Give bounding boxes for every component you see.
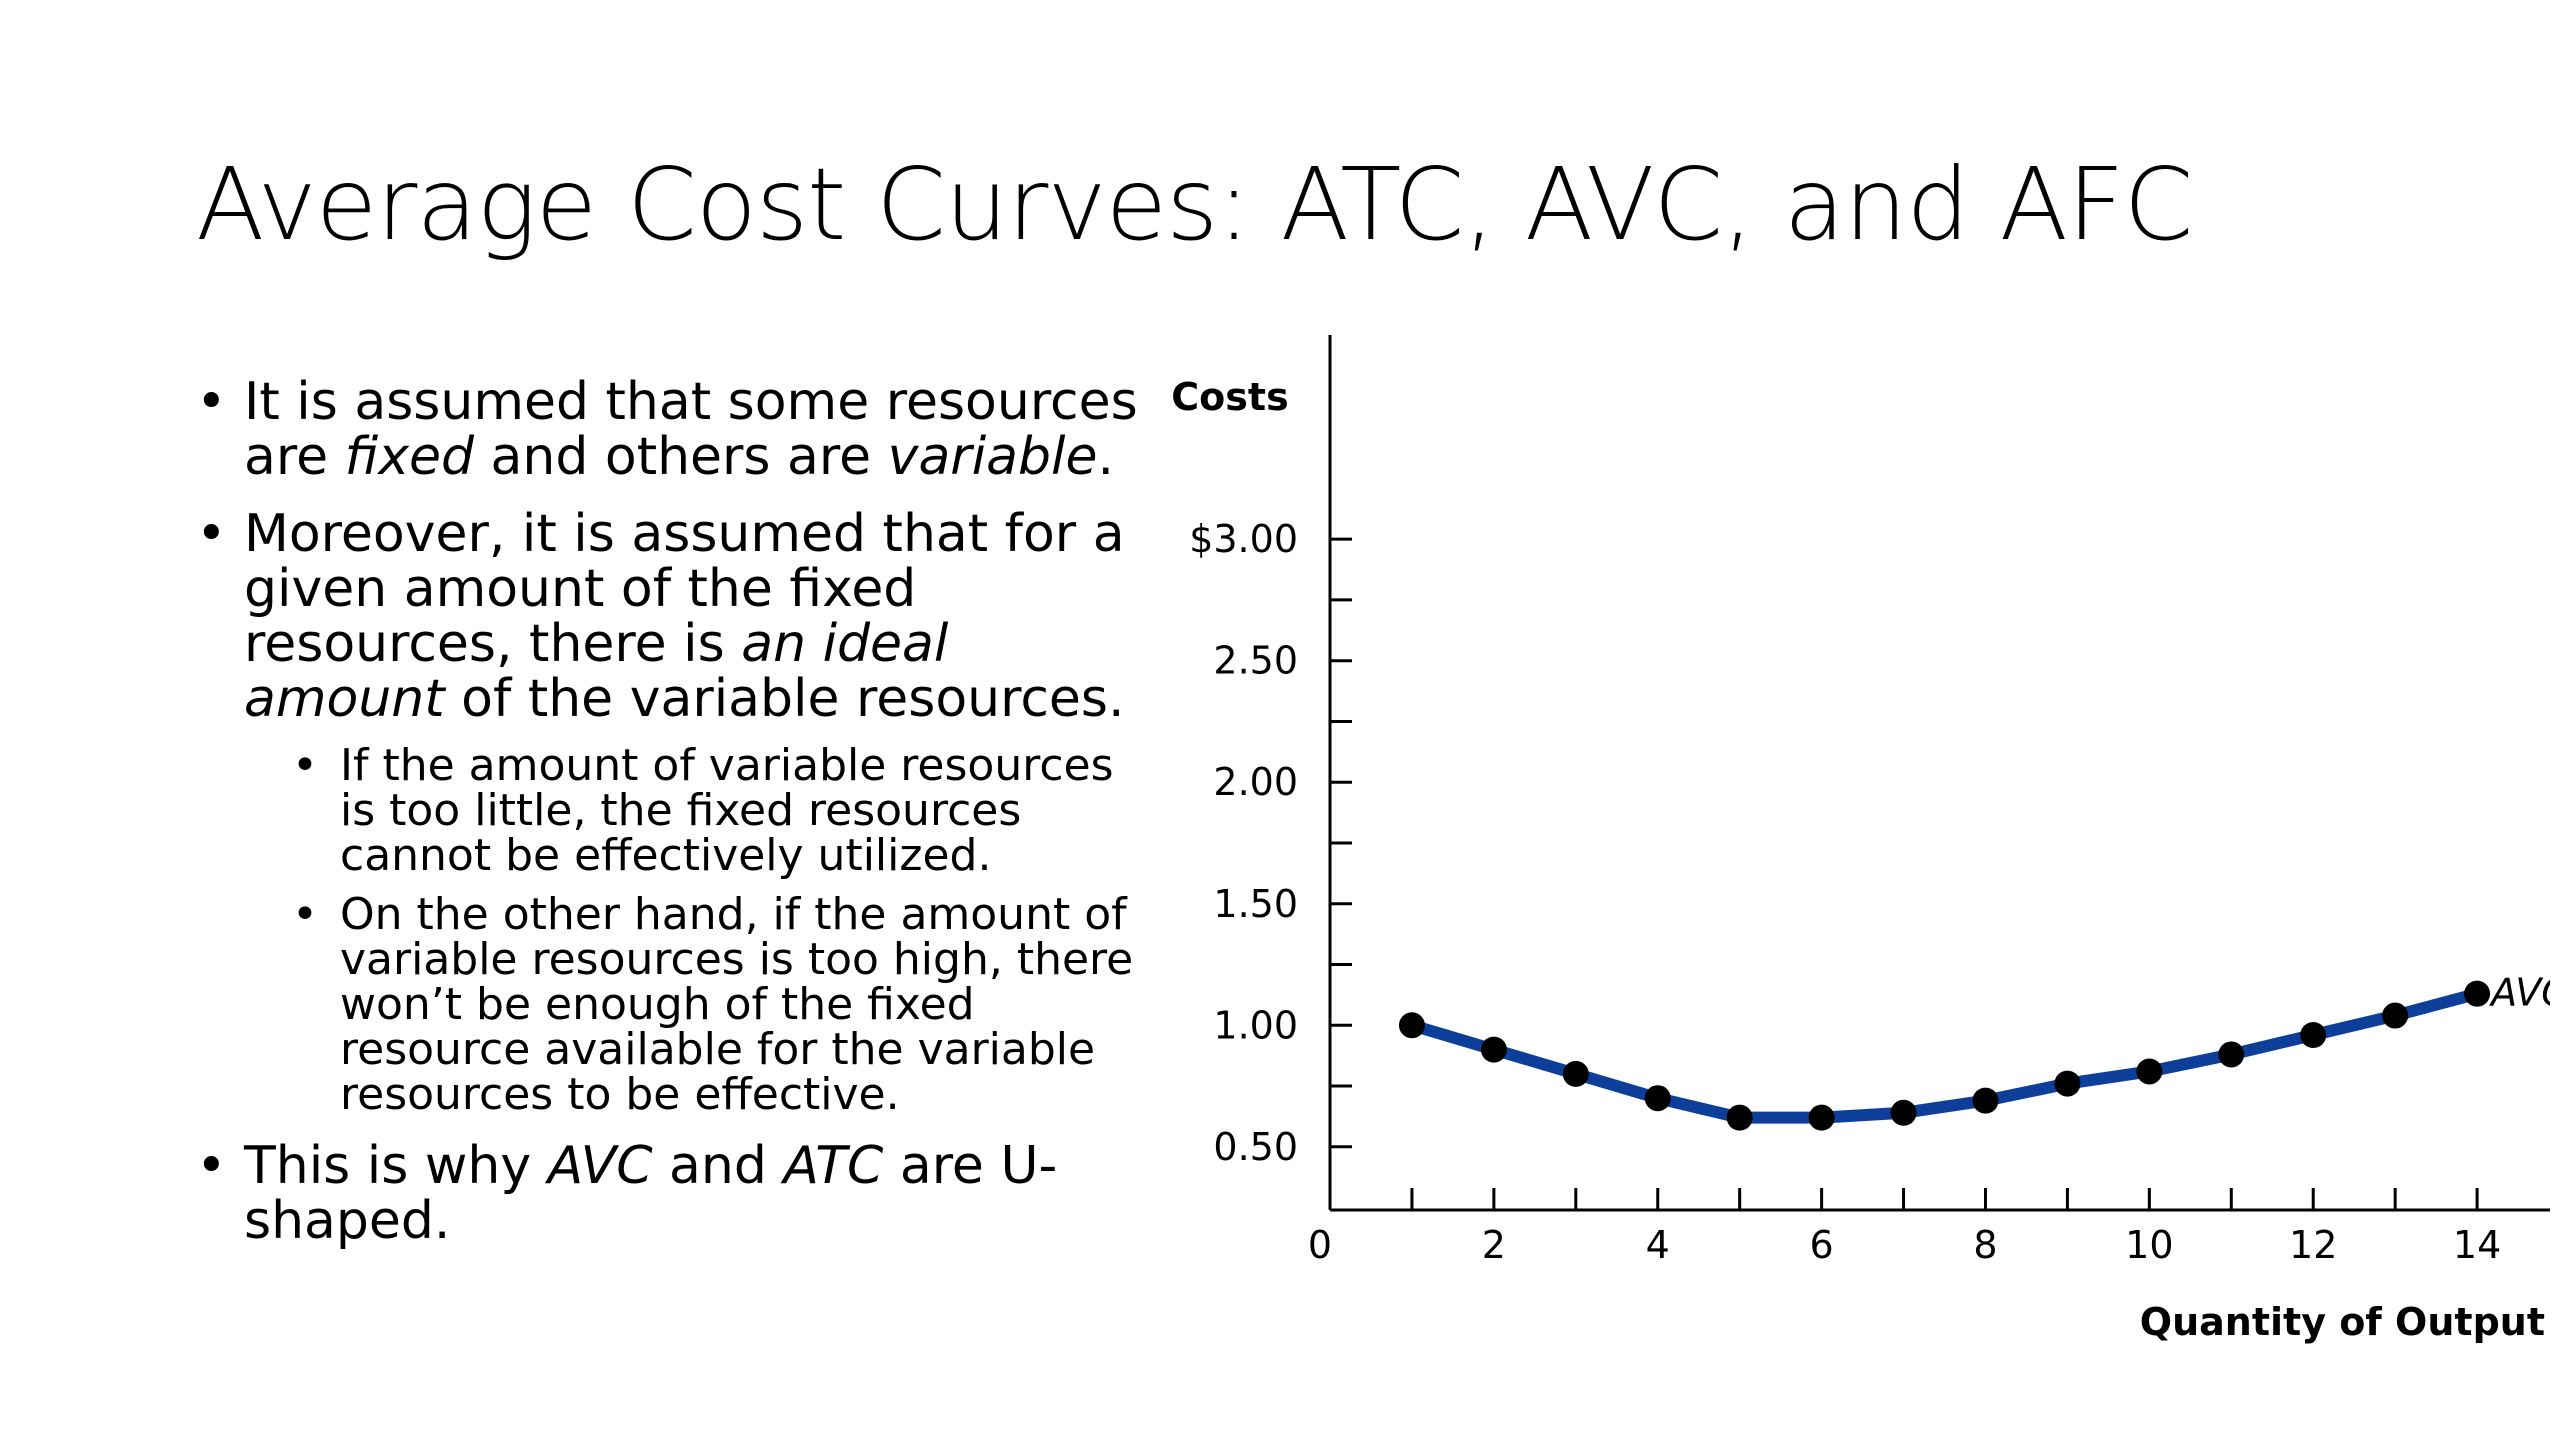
chart-ticks (1330, 537, 2479, 1210)
y-tick-label: 2.50 (1213, 639, 1298, 683)
avc-data-point (2218, 1041, 2245, 1068)
bullet-text: This is why (244, 1136, 548, 1196)
y-tick-label: $3.00 (1189, 517, 1298, 561)
avc-data-point (1562, 1060, 1589, 1087)
avc-data-point (1726, 1104, 1753, 1131)
avc-chart: Costs Quantity of Output 0.50 1.00 1.50 2.0… (1171, 335, 2550, 1344)
emphasis-avc: AVC (547, 1136, 653, 1196)
emphasis-atc: ATC (783, 1136, 884, 1196)
y-axis-title: Costs (1171, 375, 1288, 419)
x-axis-title: Quantity of Output (2140, 1300, 2545, 1344)
bullet-text: and others are (474, 427, 888, 487)
bullet-ideal-amount: Moreover, it is assumed that for a given… (196, 504, 1156, 1118)
bullet-text: are U-shaped. (244, 1136, 1058, 1251)
avc-data-point (2382, 1002, 2409, 1029)
y-tick-label: 0.50 (1213, 1125, 1298, 1169)
avc-series-label: AVC (2488, 971, 2550, 1015)
bullet-text: of the variable resources. (444, 669, 1125, 729)
x-tick-label: 8 (1973, 1223, 1997, 1267)
y-tick-label: 1.50 (1213, 882, 1298, 926)
x-tick-label: 0 (1308, 1223, 1332, 1267)
sub-bullet-too-high: On the other hand, if the amount of vari… (292, 892, 1156, 1117)
y-tick-label: 1.00 (1213, 1003, 1298, 1047)
x-tick-label: 14 (2453, 1223, 2501, 1267)
bullet-text: Moreover, it is assumed that for a given… (244, 504, 1125, 674)
emphasis-fixed: fixed (344, 427, 474, 487)
avc-data-point (1480, 1036, 1507, 1063)
avc-curve-line (1405, 987, 2484, 1124)
sub-bullet-list: If the amount of variable resources is t… (244, 743, 1156, 1117)
x-tick-label: 6 (1810, 1223, 1834, 1267)
emphasis-ideal-amount: an ideal amount (244, 614, 949, 729)
x-tick-label: 10 (2125, 1223, 2173, 1267)
avc-data-point (2300, 1022, 2327, 1048)
avc-data-point (1808, 1104, 1835, 1131)
bullet-text: . (1097, 427, 1114, 487)
slide-title: Average Cost Curves: ATC, AVC, and AFC (196, 146, 2193, 263)
avc-data-point (1890, 1099, 1917, 1126)
y-tick-label: 2.00 (1213, 760, 1298, 804)
chart-tick-labels: 0.50 1.00 1.50 2.00 2.50 $3.00 0 2 4 6 8 10 12 14 (1189, 517, 2501, 1267)
x-tick-label: 12 (2289, 1223, 2337, 1267)
chart-axes (1328, 335, 2550, 1212)
x-tick-label: 4 (1646, 1223, 1670, 1267)
bullet-list: It is assumed that some resources are fi… (196, 375, 1156, 1271)
avc-data-point (1398, 1012, 1425, 1039)
chart-series: AVC (1398, 971, 2550, 1131)
x-tick-label: 2 (1482, 1223, 1506, 1267)
bullet-u-shaped: This is why AVC and ATC are U-shaped. (196, 1139, 1156, 1249)
avc-data-point (1644, 1085, 1671, 1112)
bullet-fixed-variable: It is assumed that some resources are fi… (196, 375, 1156, 485)
avc-data-point (2136, 1058, 2163, 1085)
avc-data-point (1972, 1087, 1999, 1114)
sub-bullet-too-little: If the amount of variable resources is t… (292, 743, 1156, 878)
emphasis-variable: variable (887, 427, 1098, 487)
avc-data-point (2464, 980, 2491, 1007)
bullet-text: and (652, 1136, 784, 1196)
avc-data-point (2054, 1070, 2081, 1097)
bullet-text: It is assumed that some resources are (244, 372, 1138, 487)
